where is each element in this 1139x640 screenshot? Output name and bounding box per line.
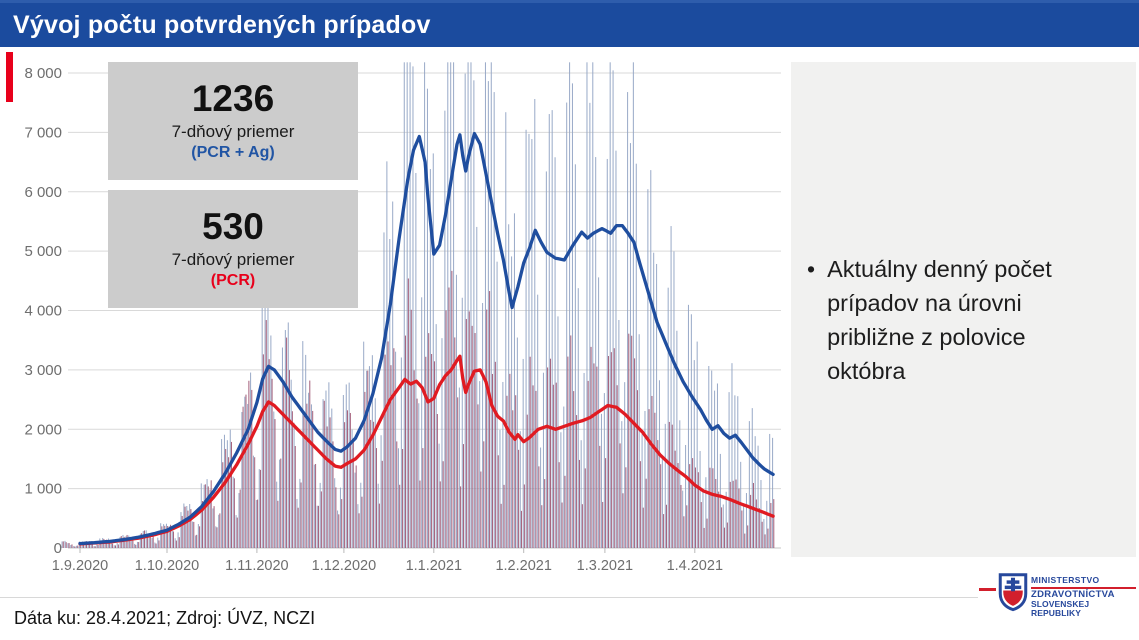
logo-red-dash (979, 588, 996, 591)
footer-source-text: Dáta ku: 28.4.2021; Zdroj: ÚVZ, NCZI (14, 608, 316, 628)
stat-label-pcr: 7-dňový priemer (171, 250, 295, 269)
footer-divider (0, 597, 978, 598)
bullet-icon: • (807, 256, 816, 282)
svg-text:1.1.2021: 1.1.2021 (406, 558, 462, 574)
note-bullet-item: • Aktuálny denný počet prípadov na úrovn… (807, 252, 1112, 388)
stat-value-pcr-ag: 1236 (191, 78, 275, 119)
svg-text:1 000: 1 000 (24, 481, 62, 498)
svg-text:1.4.2021: 1.4.2021 (667, 558, 723, 574)
svg-text:1.2.2021: 1.2.2021 (495, 558, 551, 574)
page-title: Vývoj počtu potvrdených prípadov (13, 10, 431, 39)
svg-text:1.3.2021: 1.3.2021 (577, 558, 633, 574)
title-bar: Vývoj počtu potvrdených prípadov (0, 0, 1139, 47)
svg-text:5 000: 5 000 (24, 243, 62, 260)
slovak-coat-of-arms-icon (998, 573, 1028, 612)
svg-text:3 000: 3 000 (24, 362, 62, 379)
stat-box-pcr: 530 7-dňový priemer (PCR) (108, 190, 358, 308)
stat-value-pcr: 530 (202, 206, 264, 247)
svg-text:6 000: 6 000 (24, 184, 62, 201)
stat-sublabel-pcr: (PCR) (210, 272, 256, 289)
svg-text:1.10.2020: 1.10.2020 (135, 558, 200, 574)
logo-text-block: MINISTERSTVO ZDRAVOTNÍCTVA SLOVENSKEJ RE… (1031, 575, 1137, 618)
svg-text:0: 0 (54, 540, 62, 557)
svg-text:4 000: 4 000 (24, 303, 62, 320)
svg-text:2 000: 2 000 (24, 421, 62, 438)
stat-label-pcr-ag: 7-dňový priemer (171, 122, 295, 141)
svg-text:8 000: 8 000 (24, 65, 62, 82)
svg-text:1.11.2020: 1.11.2020 (225, 558, 288, 574)
logo-red-line (1031, 586, 1136, 589)
stat-box-pcr-ag: 1236 7-dňový priemer (PCR + Ag) (108, 62, 358, 180)
svg-text:1.12.2020: 1.12.2020 (312, 558, 377, 574)
svg-text:7 000: 7 000 (24, 124, 62, 141)
ministry-logo: MINISTERSTVO ZDRAVOTNÍCTVA SLOVENSKEJ RE… (979, 570, 1137, 618)
note-text: Aktuálny denný počet prípadov na úrovni … (827, 256, 1052, 384)
logo-line-3: SLOVENSKEJ REPUBLIKY (1031, 599, 1090, 618)
note-panel: • Aktuálny denný počet prípadov na úrovn… (791, 62, 1136, 557)
stat-sublabel-pcr-ag: (PCR + Ag) (191, 144, 275, 161)
logo-line-2: ZDRAVOTNÍCTVA (1031, 589, 1115, 600)
svg-text:1.9.2020: 1.9.2020 (52, 558, 108, 574)
red-accent-bar (6, 52, 13, 102)
logo-line-1: MINISTERSTVO (1031, 575, 1100, 585)
